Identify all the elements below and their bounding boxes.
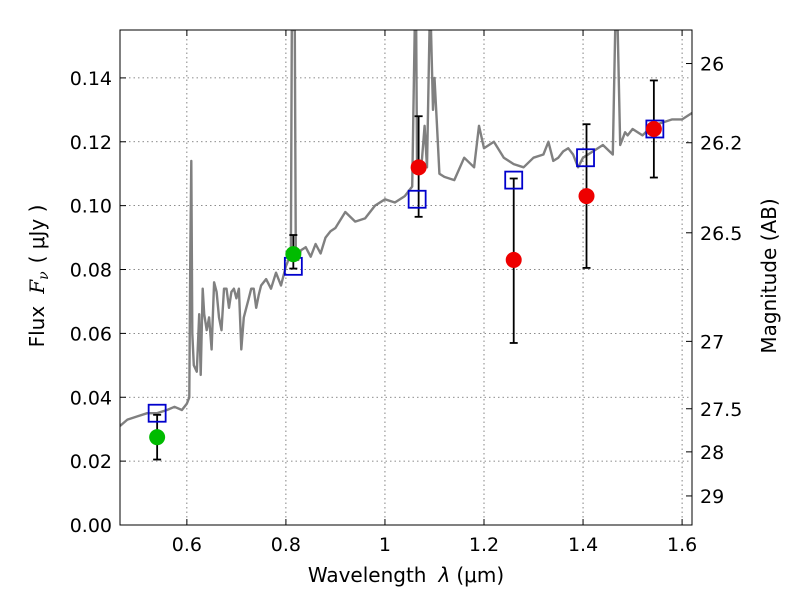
plot-frame — [119, 29, 693, 526]
photometry-point — [149, 429, 166, 446]
x-tick-label: 1.2 — [469, 534, 499, 556]
x-axis-title-text: Wavelength — [308, 563, 427, 587]
x-axis-symbol: λ — [438, 563, 451, 587]
y2-tick-label: 26.5 — [700, 223, 742, 245]
y-tick-label: 0.00 — [70, 515, 112, 537]
photometry-point — [505, 251, 522, 268]
spectrum-line — [120, 30, 692, 427]
y2-tick-label: 26.2 — [700, 133, 742, 155]
y-axis-subscript: ν — [36, 271, 52, 280]
y-tick-label: 0.08 — [70, 260, 112, 282]
y2-axis-title: Magnitude (AB) — [757, 198, 781, 353]
y2-tick-label: 29 — [700, 486, 724, 508]
model-band-marker — [407, 189, 427, 209]
photometry-point — [645, 121, 662, 137]
x-tick-label: 0.6 — [172, 534, 202, 556]
y-axis-unit: ( μJy ) — [25, 205, 49, 264]
y2-tick-label: 26 — [700, 54, 724, 76]
photometry-point — [578, 188, 595, 205]
x-tick-label: 1.4 — [568, 534, 598, 556]
y-tick-label: 0.14 — [70, 68, 112, 90]
x-tick-label: 0.8 — [271, 534, 301, 556]
grid-lines — [120, 30, 692, 526]
y2-tick-label: 27 — [700, 331, 724, 353]
y-axis-title: Flux Fν ( μJy ) — [25, 205, 52, 348]
x-tick-label: 1.6 — [667, 534, 697, 556]
y-axis-title-text: Flux — [25, 306, 49, 348]
x-axis-unit: (μm) — [456, 563, 504, 587]
x-axis-title: Wavelength λ (μm) — [308, 563, 504, 587]
y2-tick-label: 28 — [700, 442, 724, 464]
y-tick-label: 0.06 — [70, 323, 112, 345]
model-band-marker — [576, 148, 595, 168]
model-band-marker — [504, 170, 524, 190]
y-tick-label: 0.04 — [70, 387, 112, 409]
photometry-point — [410, 159, 427, 176]
photometry-point — [285, 246, 302, 263]
plot-data — [120, 30, 692, 461]
y-tick-label: 0.12 — [70, 132, 112, 154]
y-tick-label: 0.02 — [70, 451, 112, 473]
axis-ticks: 0.6 0.8 1 1.2 1.4 1.6 0.00 0.02 0.04 0.06 0.08 0.10… — [70, 30, 742, 556]
y2-tick-label: 27.5 — [700, 399, 742, 421]
x-tick-label: 1 — [379, 534, 391, 556]
y-axis-symbol: F — [25, 279, 49, 295]
y-tick-label: 0.10 — [70, 196, 112, 218]
model-band-marker — [147, 403, 167, 423]
